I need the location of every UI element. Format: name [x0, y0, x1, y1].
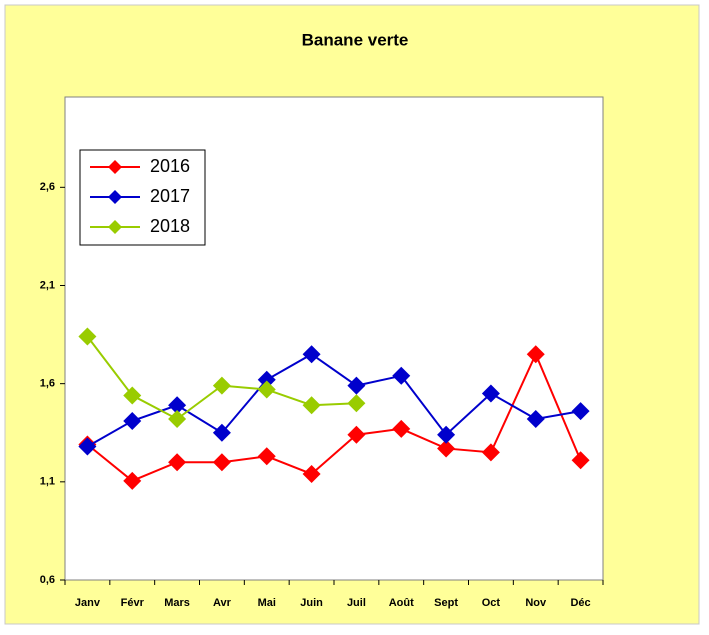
series-line	[86, 353, 581, 448]
data-point	[437, 439, 456, 458]
x-tick-label: Févr	[121, 597, 145, 609]
data-point	[302, 464, 321, 483]
data-point	[481, 443, 500, 462]
data-point	[571, 451, 590, 470]
x-tick-label: Mai	[258, 597, 276, 609]
y-tick-label: 2,1	[40, 279, 55, 291]
data-point	[437, 425, 456, 444]
data-point	[212, 376, 231, 395]
data-point	[168, 453, 187, 472]
x-tick-label: Août	[389, 597, 414, 609]
legend-marker	[108, 160, 122, 174]
x-tick-label: Janv	[75, 597, 101, 609]
data-point	[168, 410, 187, 428]
data-point	[347, 376, 366, 395]
data-point	[168, 396, 187, 415]
data-point	[302, 396, 321, 415]
data-point	[347, 425, 366, 444]
data-point	[392, 419, 411, 438]
x-tick-label: Avr	[213, 597, 232, 609]
legend-label: 2016	[150, 156, 190, 176]
x-tick-label: Nov	[525, 597, 547, 609]
x-tick-label: Oct	[482, 597, 501, 609]
data-point	[257, 370, 276, 389]
x-tick-label: Juin	[300, 597, 323, 609]
data-point	[212, 423, 231, 442]
x-tick-label: Déc	[570, 597, 590, 609]
data-point	[347, 394, 366, 413]
legend-label: 2018	[150, 216, 190, 236]
legend-label: 2017	[150, 186, 190, 206]
data-point	[212, 453, 231, 472]
data-point	[123, 411, 142, 430]
data-point	[481, 384, 500, 403]
x-tick-label: Mars	[164, 597, 190, 609]
x-tick-label: Sept	[434, 597, 458, 609]
data-point	[526, 410, 545, 428]
data-point	[123, 471, 142, 490]
y-tick-label: 0,6	[40, 574, 55, 586]
data-point	[526, 345, 545, 364]
data-point	[257, 380, 276, 399]
x-tick-label: Juil	[347, 597, 366, 609]
data-point	[571, 402, 590, 421]
data-point	[257, 447, 276, 466]
data-point	[123, 386, 142, 405]
y-tick-label: 2,6	[40, 181, 55, 193]
data-point	[392, 366, 411, 385]
chart-title: Banane verte	[302, 30, 409, 49]
legend-marker	[108, 190, 122, 204]
data-point	[78, 327, 97, 346]
data-point	[78, 437, 97, 456]
legend-marker	[108, 220, 122, 234]
y-tick-label: 1,1	[40, 476, 55, 488]
data-point	[302, 345, 321, 364]
y-tick-label: 1,6	[40, 378, 55, 390]
series-line	[86, 351, 582, 483]
